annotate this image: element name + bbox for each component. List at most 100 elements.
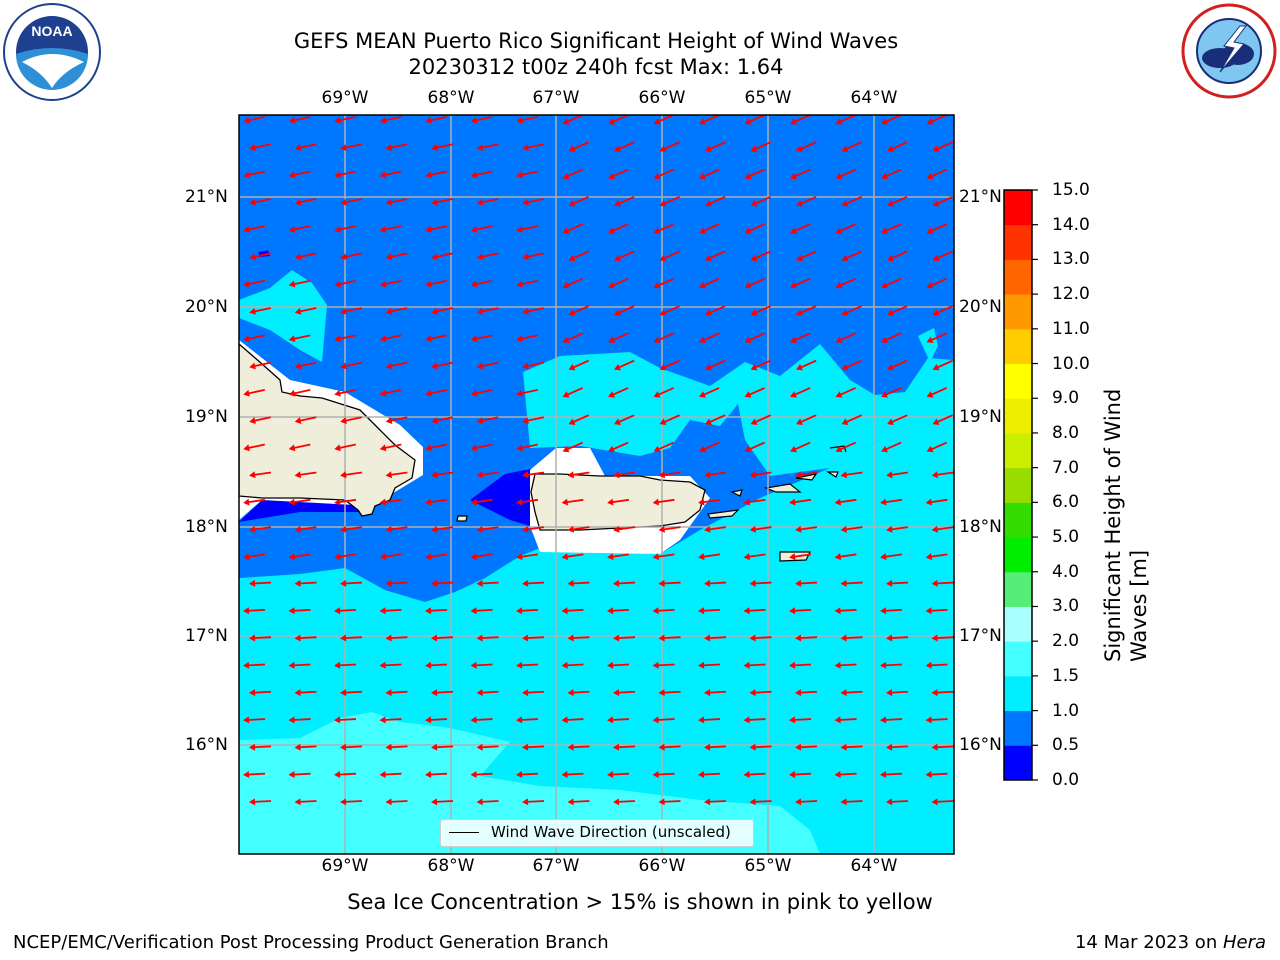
wave-direction-arrow [567,525,590,533]
wave-direction-arrow [841,196,863,207]
wave-direction-arrow [288,771,311,779]
wave-direction-arrow [334,334,356,343]
wave-direction-arrow [932,141,954,152]
wave-direction-arrow [379,170,402,179]
wave-direction-arrow [614,414,635,425]
wave-direction-arrow [743,498,766,506]
chart-title: GEFS MEAN Puerto Rico Significant Height… [293,29,899,53]
colorbar-tick-label: 6.0 [1052,492,1080,513]
wave-direction-arrow [608,387,629,398]
wave-direction-arrow [562,168,584,180]
wave-direction-arrow [704,689,727,697]
wave-direction-arrow [516,279,538,288]
colorbar-tick-label: 2.0 [1052,631,1080,652]
wave-direction-arrow [614,250,635,262]
wave-direction-arrow [476,471,499,479]
wave-direction-arrow [789,553,812,561]
wave-direction-arrow [881,387,902,398]
wave-direction-arrow [652,661,675,669]
wave-direction-arrow [249,689,272,697]
colorbar-tick-label: 1.5 [1052,665,1080,686]
wave-direction-arrow [749,525,772,533]
wave-direction-arrow [886,525,909,533]
wave-direction-arrow [516,498,539,506]
colorbar-segment [1004,432,1032,469]
wave-direction-arrow [568,359,590,371]
wave-direction-arrow [653,168,675,180]
wave-direction-arrow [334,716,357,724]
wave-direction-arrow [790,223,811,234]
wave-direction-arrow [294,579,317,587]
wave-direction-arrow [704,634,727,642]
wave-direction-arrow [249,579,272,587]
wave-direction-arrow [379,279,402,288]
wave-direction-arrow [476,416,499,424]
wave-direction-arrow [744,332,766,344]
wave-direction-arrow [608,223,629,234]
wave-direction-arrow [249,361,271,370]
wave-direction-arrow [379,716,402,724]
wave-direction-arrow [379,661,402,669]
wave-direction-arrow [385,525,408,533]
wave-direction-arrow [476,307,499,315]
wave-direction-arrow [653,223,675,234]
wave-direction-arrow [926,115,948,125]
wave-direction-arrow [243,607,266,615]
wave-direction-arrow [334,771,357,779]
wave-direction-arrow [476,143,499,151]
wave-direction-arrow [243,661,266,669]
wave-direction-arrow [568,305,590,316]
lon-label-bottom: 65°W [744,856,792,876]
colorbar-frame [1003,189,1033,781]
wave-direction-arrow [568,250,590,262]
wave-direction-arrow [705,359,726,371]
wave-direction-arrow [385,798,408,806]
wave-direction-arrow [834,607,857,615]
wave-direction-arrow [607,553,630,561]
wave-direction-arrow [516,443,538,452]
wave-direction-arrow [613,634,636,642]
wave-direction-arrow [744,441,766,453]
wave-direction-arrow [294,252,317,261]
wave-direction-arrow [288,553,311,561]
wave-direction-arrow [561,553,584,561]
wave-direction-arrow [887,196,908,207]
wave-direction-arrow [385,416,408,424]
colorbar-tick-label: 3.0 [1052,596,1080,617]
wave-direction-arrow [887,250,908,262]
wave-direction-arrow [925,498,948,506]
wave-direction-arrow [431,471,454,479]
wave-direction-arrow [790,115,811,125]
wave-direction-arrow [705,196,726,207]
wave-direction-arrow [652,553,675,561]
wave-direction-arrow [288,607,311,615]
wave-direction-arrow [516,170,538,179]
wave-direction-arrow [658,689,681,697]
wave-direction-arrow [613,471,636,479]
wave-direction-arrow [567,798,590,806]
wave-direction-arrow [932,414,954,425]
wave-direction-arrow [705,305,726,316]
wave-direction-arrow [431,197,453,206]
wave-direction-arrow [699,277,720,289]
wave-direction-arrow [385,307,408,315]
wave-direction-arrow [470,443,493,452]
chart-subtitle: 20230312 t00z 240h fcst Max: 1.64 [408,55,784,79]
coast-anegada [829,445,847,453]
wave-direction-arrow [288,661,311,669]
colorbar-tick-label: 1.0 [1052,700,1080,721]
wave-direction-arrow [931,634,954,642]
wave-direction-arrow [744,168,766,180]
region-1.0-1.5 [523,344,954,476]
lon-label-top: 66°W [638,88,686,108]
wave-direction-arrow [699,223,720,234]
wave-direction-arrow [334,661,357,669]
wave-direction-arrow [744,115,766,125]
lon-label-top: 64°W [850,88,898,108]
wave-direction-arrow [522,416,544,424]
wave-direction-arrow [608,441,629,453]
wave-direction-arrow [522,798,545,806]
region-0.0-0.5 [470,468,535,526]
wave-direction-arrow [750,250,772,262]
wave-direction-arrow [841,305,863,316]
